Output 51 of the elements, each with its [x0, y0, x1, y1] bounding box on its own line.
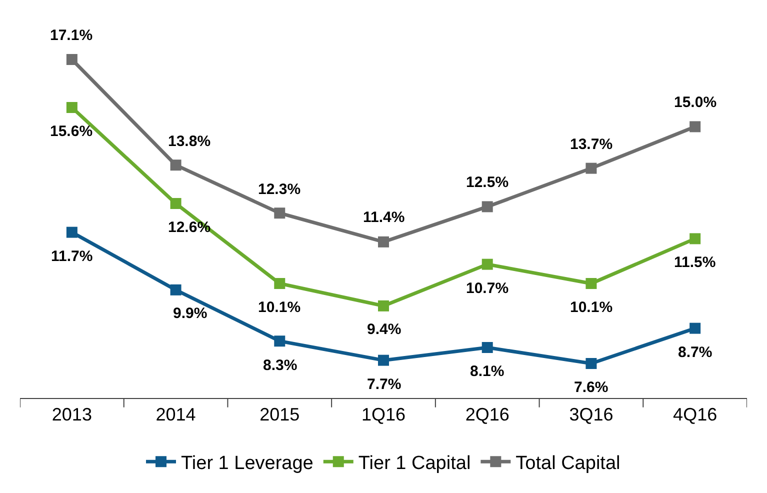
point [586, 358, 597, 369]
point [274, 208, 286, 219]
data-label: 10.1% [570, 299, 613, 316]
point [66, 226, 78, 238]
data-label: 12.5% [466, 174, 509, 191]
data-label: 9.9% [173, 305, 208, 322]
legend-label: Tier 1 Leverage [181, 453, 314, 474]
data-label: 7.7% [367, 376, 402, 393]
point [690, 322, 701, 334]
x-tick-label: 3Q16 [569, 404, 614, 425]
data-label: 15.6% [50, 123, 93, 140]
x-tick-label: 2015 [260, 404, 300, 425]
point [378, 300, 389, 312]
point [586, 162, 597, 174]
point [690, 233, 701, 244]
point [482, 201, 493, 212]
legend-label: Total Capital [516, 453, 620, 474]
x-tick-label: 2014 [156, 404, 196, 425]
point [586, 278, 597, 289]
point [170, 284, 182, 296]
point [378, 236, 389, 248]
data-label: 17.1% [50, 27, 93, 44]
point [274, 278, 286, 289]
legend-label: Tier 1 Capital [358, 453, 471, 474]
point [690, 121, 701, 132]
point [66, 102, 78, 113]
data-label: 8.7% [678, 344, 712, 361]
data-label: 8.1% [470, 363, 504, 380]
point [170, 198, 182, 209]
point [378, 354, 389, 366]
point [482, 342, 493, 353]
data-label: 7.6% [574, 379, 608, 396]
data-label: 9.4% [367, 321, 402, 338]
point [274, 336, 286, 347]
x-tick-label: 2013 [52, 404, 92, 425]
x-tick-label: 1Q16 [361, 404, 406, 425]
point [482, 258, 493, 270]
data-label: 11.4% [363, 209, 405, 226]
point [66, 54, 78, 65]
data-label: 8.3% [263, 357, 298, 374]
data-label: 12.3% [258, 181, 301, 198]
data-label: 11.5% [674, 254, 716, 271]
data-label: 13.7% [570, 136, 613, 153]
data-label: 10.1% [258, 299, 301, 316]
data-label: 13.8% [168, 133, 211, 150]
x-tick-label: 4Q16 [673, 404, 718, 425]
point [170, 160, 182, 171]
x-tick-label: 2Q16 [465, 404, 510, 425]
data-label: 11.7% [51, 248, 93, 265]
data-label: 15.0% [674, 94, 717, 111]
data-label: 10.7% [466, 280, 509, 297]
